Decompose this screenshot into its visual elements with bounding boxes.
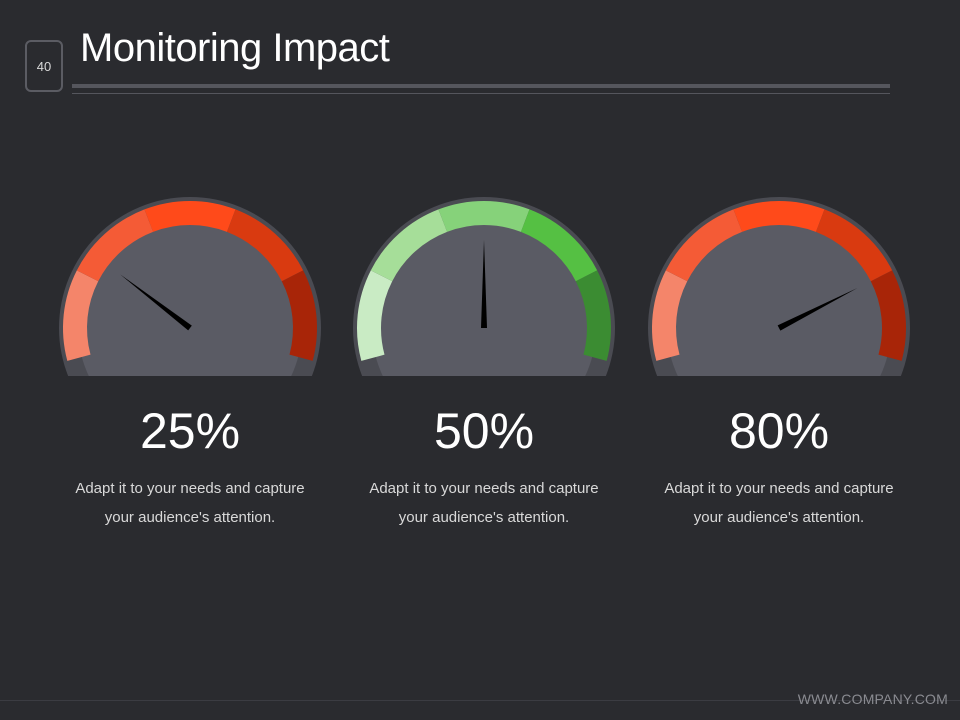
gauge-needle (481, 240, 487, 328)
gauge-card-1: 25% Adapt it to your needs and capture y… (59, 190, 321, 526)
gauge-segment (815, 209, 893, 282)
gauge-segment (226, 209, 304, 282)
gauge-needle (120, 274, 192, 331)
gauge-segment (281, 270, 317, 361)
gauge-1-description: Adapt it to your needs and capture your … (75, 480, 305, 526)
gauge-segment (76, 209, 154, 282)
gauge-segment (520, 209, 598, 282)
gauge-card-2: 50% Adapt it to your needs and capture y… (353, 190, 615, 526)
gauge-3-value: 80% (728, 403, 830, 459)
gauge-3 (648, 197, 910, 376)
gauge-segment (438, 201, 530, 232)
page-title: Monitoring Impact (80, 26, 390, 70)
slide-number: 40 (36, 58, 52, 74)
gauge-1-value: 25% (139, 403, 241, 459)
footer-url: WWW.COMPANY.COM (797, 691, 948, 707)
gauge-2 (353, 197, 615, 376)
gauge-segment (357, 270, 393, 361)
gauge-dial (648, 197, 910, 376)
gauge-card-3: 80% Adapt it to your needs and capture y… (648, 190, 910, 526)
slide-number-badge: 40 (25, 40, 63, 92)
gauge-segment (870, 270, 906, 361)
gauge-segment (575, 270, 611, 361)
gauge-1 (59, 197, 321, 376)
gauge-dial (59, 197, 321, 376)
gauge-segment (370, 209, 448, 282)
gauge-face (667, 216, 891, 376)
footer-divider (0, 700, 960, 701)
gauge-3-description: Adapt it to your needs and capture your … (664, 480, 894, 526)
gauge-2-value: 50% (433, 403, 535, 459)
title-underline-thick (72, 84, 890, 88)
gauge-needle (777, 288, 858, 331)
gauge-segment (63, 270, 99, 361)
title-underline-thin (72, 93, 890, 94)
gauge-2-description: Adapt it to your needs and capture your … (369, 480, 599, 526)
gauge-face (78, 216, 302, 376)
gauge-segment (665, 209, 743, 282)
gauge-segment (652, 270, 688, 361)
gauge-segment (144, 201, 236, 232)
gauge-segment (733, 201, 825, 232)
